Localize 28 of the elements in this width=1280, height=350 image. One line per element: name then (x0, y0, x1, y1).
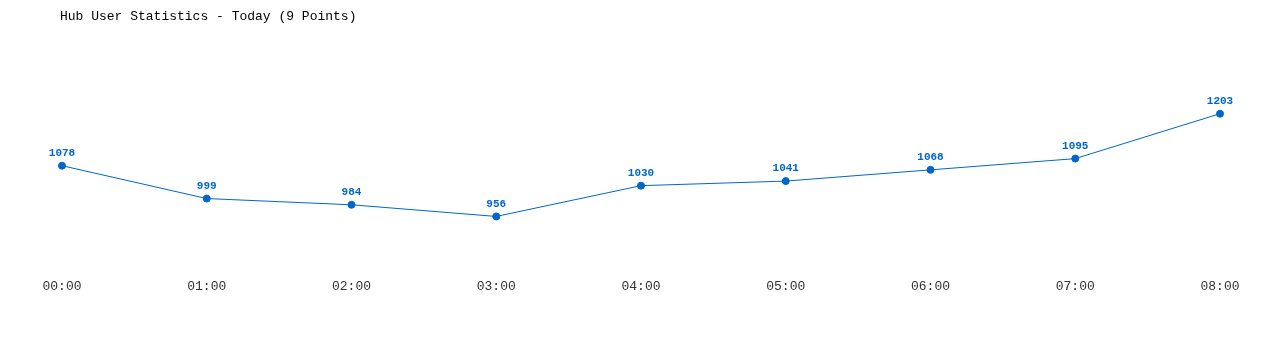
data-label: 1030 (627, 166, 655, 179)
point (781, 177, 790, 186)
point (202, 194, 211, 203)
x-tick-label: 05:00 (766, 278, 806, 294)
x-tick-label: 07:00 (1055, 278, 1095, 294)
point (926, 165, 935, 174)
data-label: 1068 (917, 151, 945, 164)
x-tick-label: 06:00 (910, 278, 951, 294)
data-label: 956 (486, 197, 507, 210)
data-label: 984 (341, 186, 362, 199)
data-label: 1095 (1062, 139, 1089, 152)
point (637, 181, 645, 190)
point (58, 161, 66, 170)
point (492, 212, 501, 221)
point (1071, 154, 1080, 163)
data-label: 1203 (1206, 94, 1234, 107)
data-label: 999 (196, 179, 217, 192)
chart-title: Hub User Statistics - Today (9 Points) (60, 9, 357, 24)
point (1216, 109, 1224, 118)
x-tick-label: 04:00 (621, 278, 661, 294)
data-label: 1078 (48, 146, 76, 159)
x-tick-label: 00:00 (42, 278, 82, 294)
data-label: 1041 (772, 162, 800, 175)
x-tick-label: 08:00 (1200, 278, 1240, 294)
x-tick-label: 03:00 (476, 278, 516, 294)
point (347, 200, 356, 209)
x-tick-label: 02:00 (331, 278, 372, 294)
x-tick-label: 01:00 (187, 278, 227, 294)
